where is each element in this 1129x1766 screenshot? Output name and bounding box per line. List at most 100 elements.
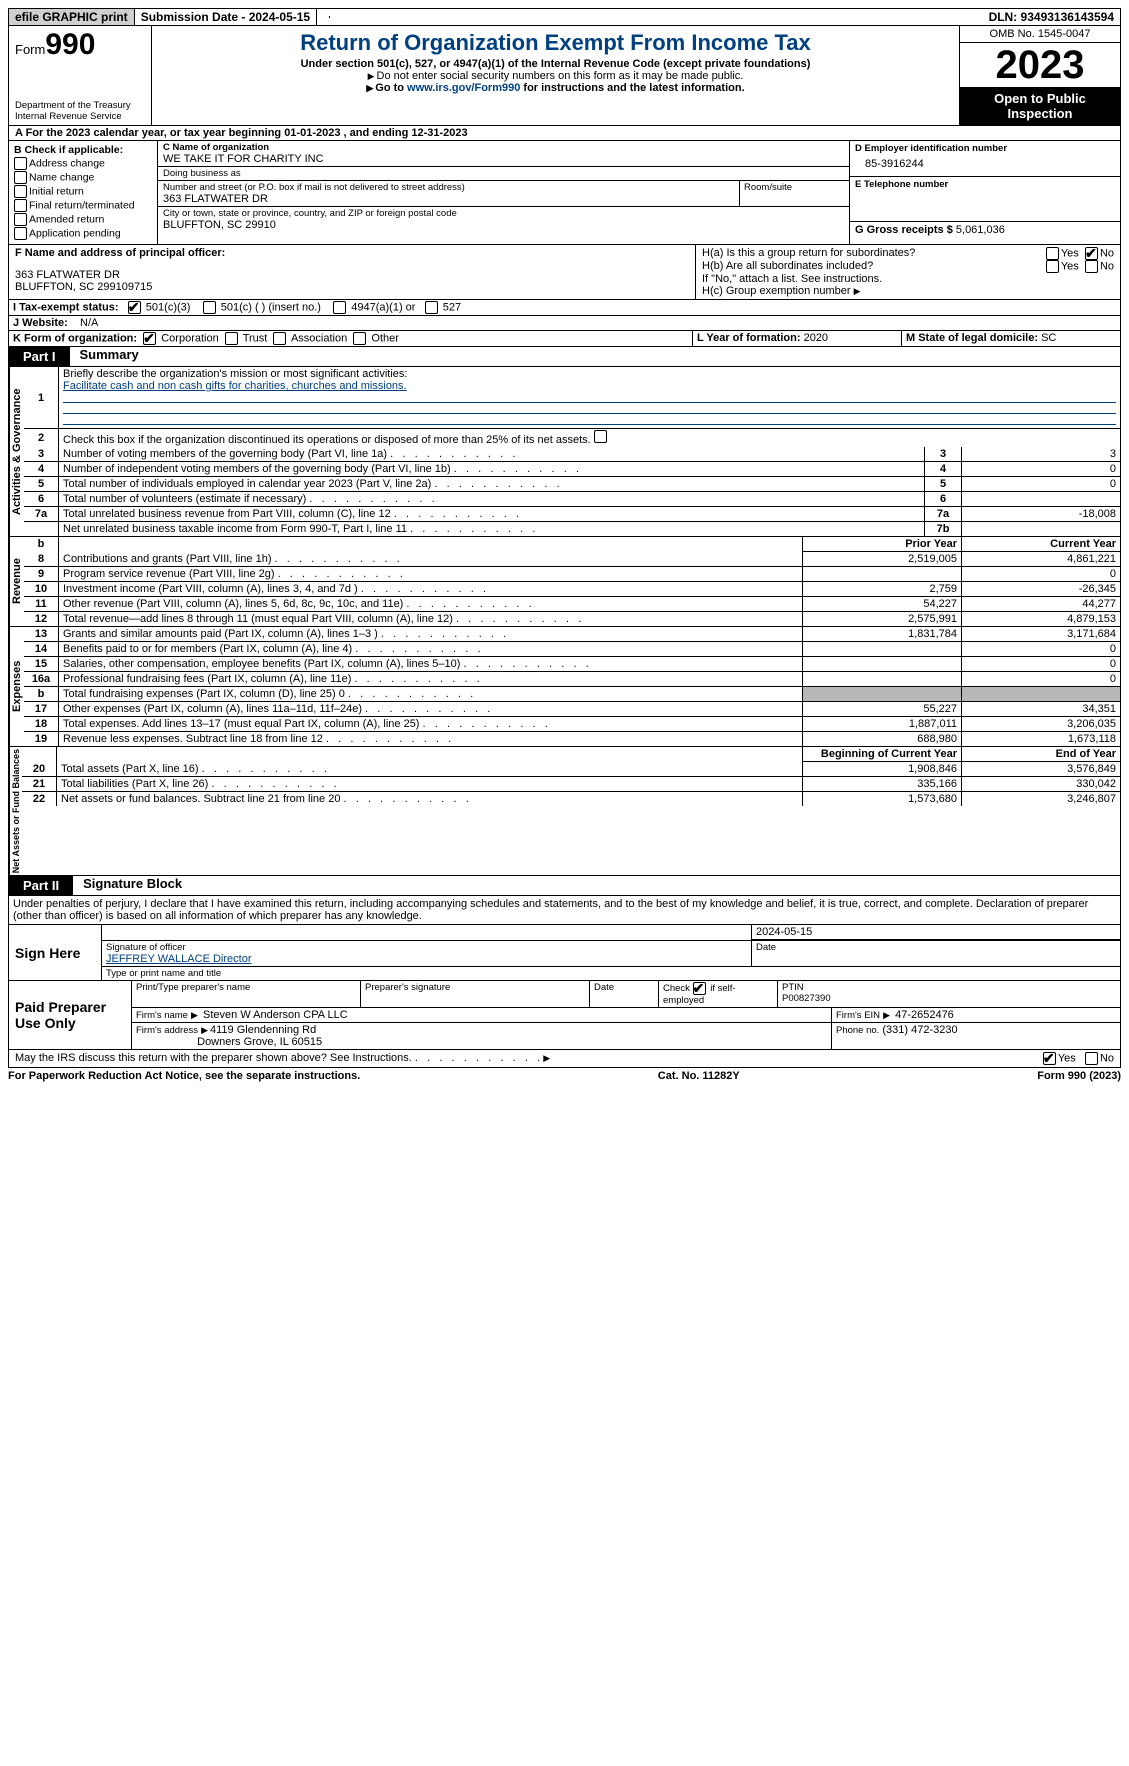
revenue-label: Revenue	[9, 537, 24, 626]
table-row: Net unrelated business taxable income fr…	[24, 522, 1120, 537]
table-row: 21Total liabilities (Part X, line 26)335…	[22, 777, 1120, 792]
ha-yes-checkbox[interactable]	[1046, 247, 1059, 260]
table-row: 15Salaries, other compensation, employee…	[24, 657, 1120, 672]
form-title: Return of Organization Exempt From Incom…	[158, 30, 953, 56]
top-bar: efile GRAPHIC print Submission Date - 20…	[8, 8, 1121, 26]
form990-link[interactable]: www.irs.gov/Form990	[407, 82, 520, 94]
box-i-tax-exempt: I Tax-exempt status: 501(c)(3) 501(c) ( …	[8, 300, 1121, 316]
box-deg: D Employer identification number 85-3916…	[850, 141, 1120, 244]
efile-label: efile GRAPHIC print	[9, 9, 135, 25]
table-row: 11Other revenue (Part VIII, column (A), …	[24, 597, 1120, 612]
table-row: 16aProfessional fundraising fees (Part I…	[24, 672, 1120, 687]
governance-section: Activities & Governance 1 Briefly descri…	[8, 367, 1121, 537]
final-return-checkbox[interactable]	[14, 199, 27, 212]
org-name: WE TAKE IT FOR CHARITY INC	[163, 153, 844, 165]
net-assets-section: Net Assets or Fund Balances Beginning of…	[8, 747, 1121, 876]
officer-group-block: F Name and address of principal officer:…	[8, 245, 1121, 300]
part-ii-title: Signature Block	[73, 876, 182, 895]
table-row: 8Contributions and grants (Part VIII, li…	[24, 552, 1120, 567]
page-footer: For Paperwork Reduction Act Notice, see …	[8, 1068, 1121, 1084]
may-discuss-no-checkbox[interactable]	[1085, 1052, 1098, 1065]
527-checkbox[interactable]	[425, 301, 438, 314]
table-row: 20Total assets (Part X, line 16)1,908,84…	[22, 762, 1120, 777]
officer-addr2: BLUFFTON, SC 299109715	[15, 281, 689, 293]
box-b: B Check if applicable: Address change Na…	[9, 141, 158, 244]
discontinued-checkbox[interactable]	[594, 430, 607, 443]
omb-number: OMB No. 1545-0047	[960, 26, 1120, 43]
501c3-checkbox[interactable]	[128, 301, 141, 314]
net-assets-label: Net Assets or Fund Balances	[9, 747, 22, 875]
name-change-checkbox[interactable]	[14, 171, 27, 184]
firm-name: Steven W Anderson CPA LLC	[203, 1009, 348, 1021]
table-row: 6Total number of volunteers (estimate if…	[24, 492, 1120, 507]
trust-checkbox[interactable]	[225, 332, 238, 345]
form-number: Form990	[15, 28, 145, 62]
mission-text: Facilitate cash and non cash gifts for c…	[63, 380, 407, 392]
table-row: 22Net assets or fund balances. Subtract …	[22, 792, 1120, 807]
dept-label: Department of the Treasury	[15, 100, 145, 111]
self-employed-checkbox[interactable]	[693, 982, 706, 995]
hb-yes-checkbox[interactable]	[1046, 260, 1059, 273]
current-year-header: Current Year	[962, 537, 1121, 552]
expenses-label: Expenses	[9, 627, 24, 746]
governance-label: Activities & Governance	[9, 367, 24, 536]
identity-block: B Check if applicable: Address change Na…	[8, 141, 1121, 245]
firm-addr1: 4119 Glendenning Rd	[210, 1024, 316, 1036]
part-i-header: Part I	[9, 347, 70, 366]
4947-checkbox[interactable]	[333, 301, 346, 314]
assoc-checkbox[interactable]	[273, 332, 286, 345]
part-i-title: Summary	[70, 347, 139, 366]
ptin: P00827390	[782, 993, 831, 1004]
application-pending-checkbox[interactable]	[14, 227, 27, 240]
firm-phone: (331) 472-3230	[882, 1024, 957, 1036]
ha-no-checkbox[interactable]	[1085, 247, 1098, 260]
ein: 85-3916244	[855, 154, 1115, 174]
initial-return-checkbox[interactable]	[14, 185, 27, 198]
state-domicile: SC	[1041, 332, 1056, 344]
street-address: 363 FLATWATER DR	[163, 193, 739, 205]
sign-date: 2024-05-15	[752, 925, 1120, 940]
officer-signature: JEFFREY WALLACE Director	[106, 953, 747, 965]
beginning-year-header: Beginning of Current Year	[803, 747, 962, 762]
table-row: 19Revenue less expenses. Subtract line 1…	[24, 732, 1120, 747]
form-header: Form990 Department of the Treasury Inter…	[8, 26, 1121, 126]
dln: DLN: 93493136143594	[983, 9, 1120, 25]
other-org-checkbox[interactable]	[353, 332, 366, 345]
penalties-text: Under penalties of perjury, I declare th…	[8, 896, 1121, 925]
box-j-website: J Website: N/A	[8, 316, 1121, 331]
table-row: 5Total number of individuals employed in…	[24, 477, 1120, 492]
firm-addr2: Downers Grove, IL 60515	[197, 1036, 322, 1048]
box-c: C Name of organization WE TAKE IT FOR CH…	[158, 141, 850, 244]
sign-here-label: Sign Here	[9, 925, 102, 980]
firm-ein: 47-2652476	[895, 1009, 954, 1021]
table-row: 14Benefits paid to or for members (Part …	[24, 642, 1120, 657]
table-row: 10Investment income (Part VIII, column (…	[24, 582, 1120, 597]
prior-year-header: Prior Year	[803, 537, 962, 552]
city-state-zip: BLUFFTON, SC 29910	[163, 219, 844, 231]
irs-label: Internal Revenue Service	[15, 111, 145, 122]
box-klm: K Form of organization: Corporation Trus…	[8, 331, 1121, 347]
table-row: 3Number of voting members of the governi…	[24, 447, 1120, 462]
amended-return-checkbox[interactable]	[14, 213, 27, 226]
open-to-public: Open to Public Inspection	[960, 87, 1120, 125]
end-year-header: End of Year	[962, 747, 1121, 762]
tax-year: 2023	[960, 43, 1120, 87]
website: N/A	[80, 317, 98, 329]
may-discuss-yes-checkbox[interactable]	[1043, 1052, 1056, 1065]
form-subtitle-3: Go to www.irs.gov/Form990 for instructio…	[158, 82, 953, 94]
table-row: bTotal fundraising expenses (Part IX, co…	[24, 687, 1120, 702]
address-change-checkbox[interactable]	[14, 157, 27, 170]
paid-preparer-label: Paid Preparer Use Only	[9, 981, 132, 1049]
501c-checkbox[interactable]	[203, 301, 216, 314]
table-row: 13Grants and similar amounts paid (Part …	[24, 627, 1120, 642]
form-subtitle-1: Under section 501(c), 527, or 4947(a)(1)…	[158, 58, 953, 70]
form-subtitle-2: Do not enter social security numbers on …	[158, 70, 953, 82]
hb-no-checkbox[interactable]	[1085, 260, 1098, 273]
table-row: 17Other expenses (Part IX, column (A), l…	[24, 702, 1120, 717]
table-row: 9Program service revenue (Part VIII, lin…	[24, 567, 1120, 582]
officer-addr1: 363 FLATWATER DR	[15, 269, 689, 281]
section-a-tax-year: A For the 2023 calendar year, or tax yea…	[8, 126, 1121, 141]
year-formation: 2020	[804, 332, 828, 344]
table-row: 7aTotal unrelated business revenue from …	[24, 507, 1120, 522]
corp-checkbox[interactable]	[143, 332, 156, 345]
